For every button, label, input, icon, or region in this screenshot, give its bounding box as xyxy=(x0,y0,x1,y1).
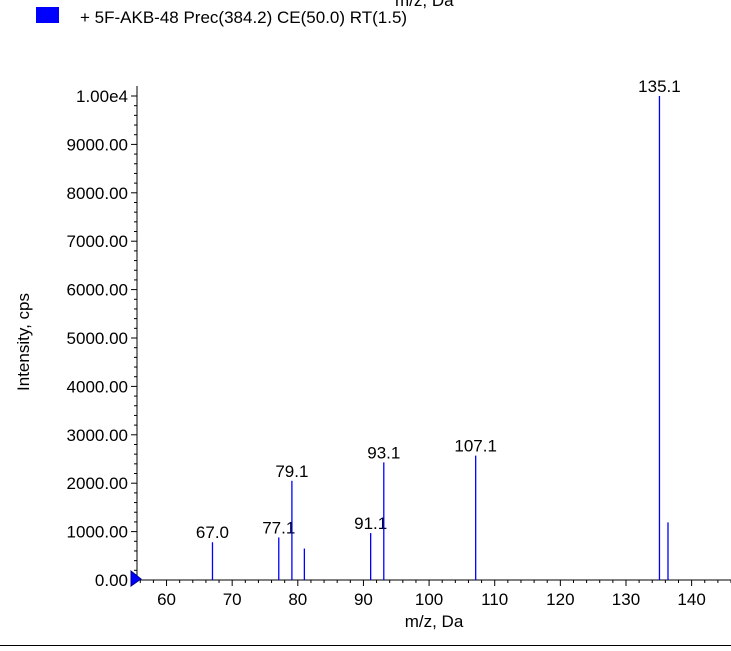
peak-label: 67.0 xyxy=(196,523,229,542)
x-tick-label: 60 xyxy=(157,590,176,609)
y-tick-label: 3000.00 xyxy=(67,426,128,445)
x-tick-label: 140 xyxy=(677,590,705,609)
y-tick-label: 5000.00 xyxy=(67,329,128,348)
x-tick-label: 100 xyxy=(415,590,443,609)
peak-label: 79.1 xyxy=(275,462,308,481)
y-tick-label: 9000.00 xyxy=(67,135,128,154)
peak-label: 77.1 xyxy=(262,518,295,537)
y-tick-label: 0.00 xyxy=(95,571,128,590)
y-tick-label: 1.00e4 xyxy=(76,87,128,106)
x-tick-label: 110 xyxy=(481,590,508,609)
bottom-divider xyxy=(0,645,731,646)
baseline-marker-icon xyxy=(131,571,141,586)
y-tick-label: 8000.00 xyxy=(67,184,128,203)
peak-label: 135.1 xyxy=(638,77,681,96)
y-tick-label: 6000.00 xyxy=(67,281,128,300)
y-tick-label: 4000.00 xyxy=(67,377,128,396)
y-tick-label: 7000.00 xyxy=(67,232,128,251)
peak-label: 107.1 xyxy=(454,437,497,456)
peak-label: 91.1 xyxy=(354,514,387,533)
x-tick-label: 130 xyxy=(612,590,640,609)
y-axis-title: Intensity, cps xyxy=(14,293,33,391)
x-axis-title: m/z, Da xyxy=(405,612,464,631)
x-tick-label: 120 xyxy=(546,590,574,609)
y-tick-label: 2000.00 xyxy=(67,474,128,493)
y-tick-label: 1000.00 xyxy=(67,523,128,542)
peak-label: 93.1 xyxy=(367,443,400,462)
x-tick-label: 70 xyxy=(223,590,242,609)
x-tick-label: 80 xyxy=(288,590,307,609)
x-tick-label: 90 xyxy=(354,590,373,609)
